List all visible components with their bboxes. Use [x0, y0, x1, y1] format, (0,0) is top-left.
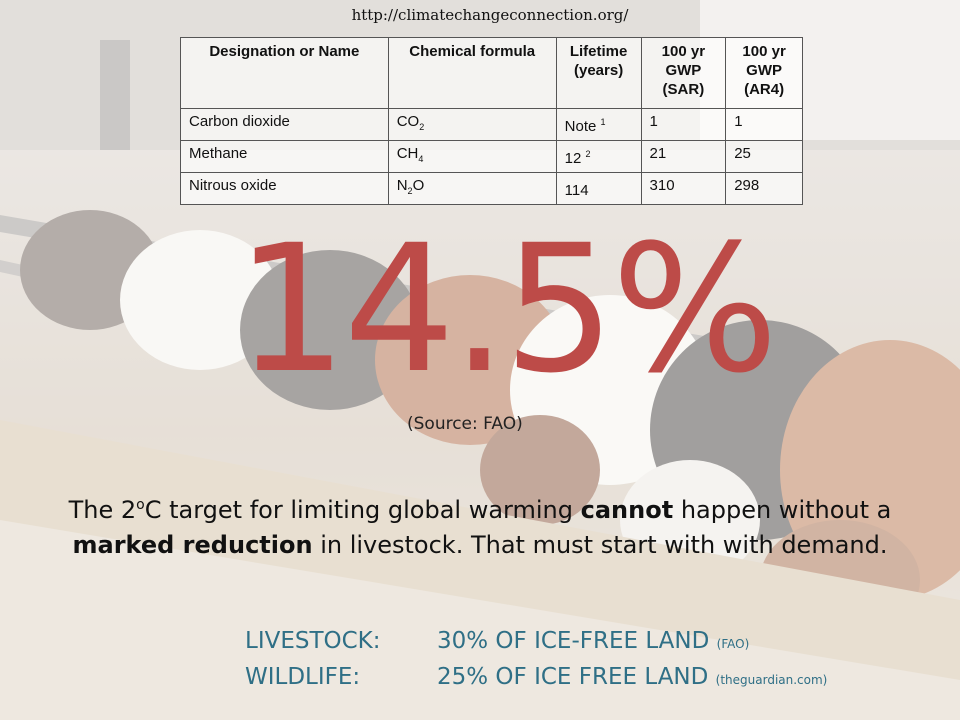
gas-lifetime: Note 1 [555, 108, 642, 141]
stat-livestock: LIVESTOCK: 30% OF ICE-FREE LAND (FAO) [245, 628, 749, 654]
gas-gwp-ar4: 1 [725, 108, 803, 141]
header-gwp-sar: 100 yr GWP (SAR) [640, 37, 727, 109]
source-url: http://climatechangeconnection.org/ [351, 6, 629, 24]
gas-gwp-ar4: 25 [725, 140, 803, 173]
table-header-row: Designation or Name Chemical formula Lif… [180, 37, 803, 109]
stat-value: 25% OF ICE FREE LAND [437, 664, 709, 690]
table-row: Nitrous oxide N2O 114 310 298 [180, 172, 803, 205]
gas-name: Nitrous oxide [180, 172, 389, 205]
gas-formula: CO2 [387, 108, 557, 141]
stat-value: 30% OF ICE-FREE LAND [437, 628, 710, 654]
gas-gwp-sar: 310 [640, 172, 727, 205]
gas-lifetime: 114 [555, 172, 642, 205]
stat-label: LIVESTOCK: [245, 628, 381, 654]
header-lifetime: Lifetime (years) [555, 37, 642, 109]
header-formula: Chemical formula [387, 37, 557, 109]
stat-source: (theguardian.com) [715, 673, 828, 687]
headline-source: (Source: FAO) [407, 414, 523, 434]
stat-source: (FAO) [716, 637, 750, 651]
gas-formula: CH4 [387, 140, 557, 173]
main-statement: The 2oC target for limiting global warmi… [68, 496, 892, 559]
header-gwp-ar4: 100 yr GWP (AR4) [725, 37, 803, 109]
gas-formula: N2O [387, 172, 557, 205]
header-designation: Designation or Name [180, 37, 389, 109]
table-row: Carbon dioxide CO2 Note 1 1 1 [180, 108, 803, 141]
stat-wildlife: WILDLIFE: 25% OF ICE FREE LAND (theguardi… [245, 664, 827, 690]
gas-name: Methane [180, 140, 389, 173]
gas-gwp-ar4: 298 [725, 172, 803, 205]
stat-label: WILDLIFE: [245, 664, 361, 690]
greenhouse-gas-table: Designation or Name Chemical formula Lif… [180, 37, 803, 205]
gas-lifetime: 12 2 [555, 140, 642, 173]
table-row: Methane CH4 12 2 21 25 [180, 140, 803, 173]
headline-percentage: 14.5% [235, 207, 778, 412]
gas-name: Carbon dioxide [180, 108, 389, 141]
gas-gwp-sar: 21 [640, 140, 727, 173]
gas-gwp-sar: 1 [640, 108, 727, 141]
